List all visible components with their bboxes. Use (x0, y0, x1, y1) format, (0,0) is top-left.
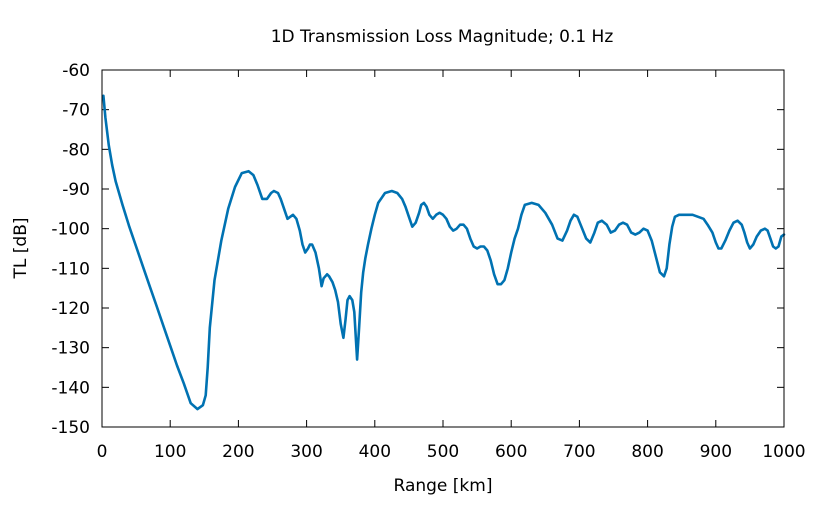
series-line-0 (102, 94, 786, 411)
x-tick-label: 300 (290, 442, 322, 462)
y-tick-label: -150 (51, 418, 90, 438)
y-tick-label: -90 (62, 180, 90, 200)
x-tick-label: 800 (631, 442, 663, 462)
x-tick-label: 1000 (762, 442, 805, 462)
x-tick-label: 100 (154, 442, 186, 462)
x-tick-label: 600 (495, 442, 527, 462)
x-axis-title: Range [km] (394, 476, 493, 496)
ticks-layer: 0 100 200 300 400 500 600 700 800 900 1000 -60 -70 -8… (51, 61, 805, 462)
y-tick-label: -80 (62, 140, 90, 160)
x-tick-label: 400 (359, 442, 391, 462)
y-tick-label: -60 (62, 61, 90, 81)
y-tick-label: -70 (62, 101, 90, 121)
x-tick-label: 500 (427, 442, 459, 462)
y-axis-title: TL [dB] (11, 218, 31, 280)
chart-title: 1D Transmission Loss Magnitude; 0.1 Hz (271, 27, 614, 47)
y-tick-label: -100 (51, 220, 90, 240)
y-tick-label: -130 (51, 339, 90, 359)
x-tick-label: 900 (700, 442, 732, 462)
series-layer (102, 94, 786, 411)
x-tick-label: 700 (563, 442, 595, 462)
y-tick-label: -140 (51, 378, 90, 398)
y-tick-label: -120 (51, 299, 90, 319)
plot-frame (101, 69, 785, 428)
x-tick-label: 0 (97, 442, 108, 462)
y-tick-label: -110 (51, 259, 90, 279)
x-tick-label: 200 (222, 442, 254, 462)
